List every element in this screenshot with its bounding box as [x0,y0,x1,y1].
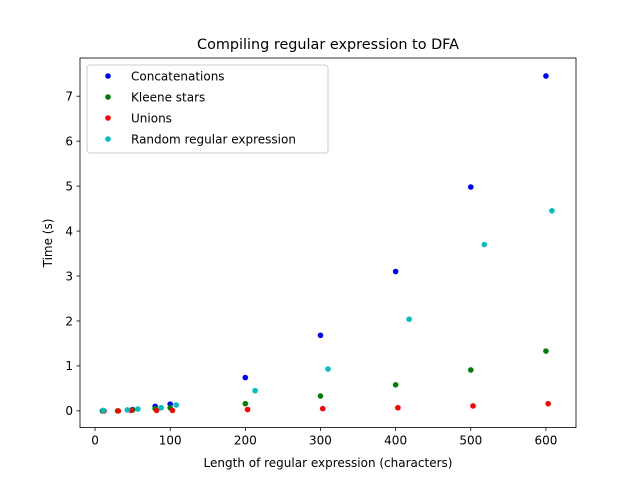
data-point-unions-7 [395,404,401,411]
data-point-unions-8 [470,403,476,409]
data-point-random-regular-expression-3 [158,404,164,411]
x-tick-label: 600 [534,434,557,448]
y-axis-ticks: 0 1 2 3 4 5 6 7 [65,90,80,418]
data-point-random-regular-expression-1 [124,407,131,413]
data-point-concatenations-5 [317,332,324,339]
data-points [99,73,555,414]
data-point-random-regular-expression-2 [135,406,141,412]
data-point-unions-4 [169,407,176,414]
data-point-unions-6 [319,405,326,412]
data-point-concatenations-4 [242,374,249,381]
y-axis-label: Time (s) [41,219,55,269]
x-axis-label: Length of regular expression (characters… [204,456,453,470]
legend-label: Unions [131,111,172,125]
data-point-kleene-stars-5 [242,400,249,407]
data-point-kleene-stars-7 [392,382,399,388]
legend-frame [86,64,329,154]
data-point-unions-9 [545,400,551,407]
x-tick-label: 500 [459,434,482,448]
y-tick-label: 4 [65,224,73,238]
data-point-kleene-stars-6 [317,393,324,399]
legend-marker [105,94,111,100]
data-point-kleene-stars-9 [543,348,549,354]
chart-title: Compiling regular expression to DFA [197,37,459,53]
legend-label: Concatenations [131,69,225,83]
legend-marker [105,73,111,79]
legend-label: Random regular expression [131,132,296,146]
x-axis-ticks: 0 100 200 300 400 500 600 [91,427,557,448]
data-point-kleene-stars-8 [467,367,474,373]
y-tick-label: 1 [65,359,73,373]
x-tick-label: 200 [234,434,257,448]
data-point-concatenations-6 [392,268,399,275]
legend-label: Kleene stars [131,90,205,104]
data-point-random-regular-expression-8 [481,241,488,248]
y-tick-label: 0 [65,404,73,418]
data-point-random-regular-expression-9 [549,208,555,214]
legend-marker [105,115,111,121]
data-point-random-regular-expression-4 [173,402,179,408]
y-tick-label: 3 [65,269,73,283]
data-point-random-regular-expression-0 [100,407,107,414]
data-point-random-regular-expression-5 [252,387,258,394]
x-tick-label: 0 [91,434,99,448]
plot-area-frame [79,57,577,428]
data-point-unions-5 [244,406,251,413]
legend-marker [105,136,111,142]
y-tick-label: 5 [65,179,73,193]
data-point-unions-1 [115,408,122,414]
legend-entries: Concatenations Kleene stars Unions Random r… [105,69,296,146]
x-tick-label: 400 [384,434,407,448]
data-point-random-regular-expression-6 [325,366,331,372]
legend: Concatenations Kleene stars Unions Random r… [86,64,329,154]
x-tick-label: 300 [309,434,332,448]
data-point-concatenations-7 [467,184,474,190]
data-point-random-regular-expression-7 [406,316,412,322]
data-point-concatenations-8 [543,73,549,79]
y-tick-label: 2 [65,314,73,328]
y-tick-label: 6 [65,134,73,148]
x-tick-label: 100 [159,434,182,448]
data-point-unions-3 [153,407,160,414]
y-tick-label: 7 [65,90,73,104]
